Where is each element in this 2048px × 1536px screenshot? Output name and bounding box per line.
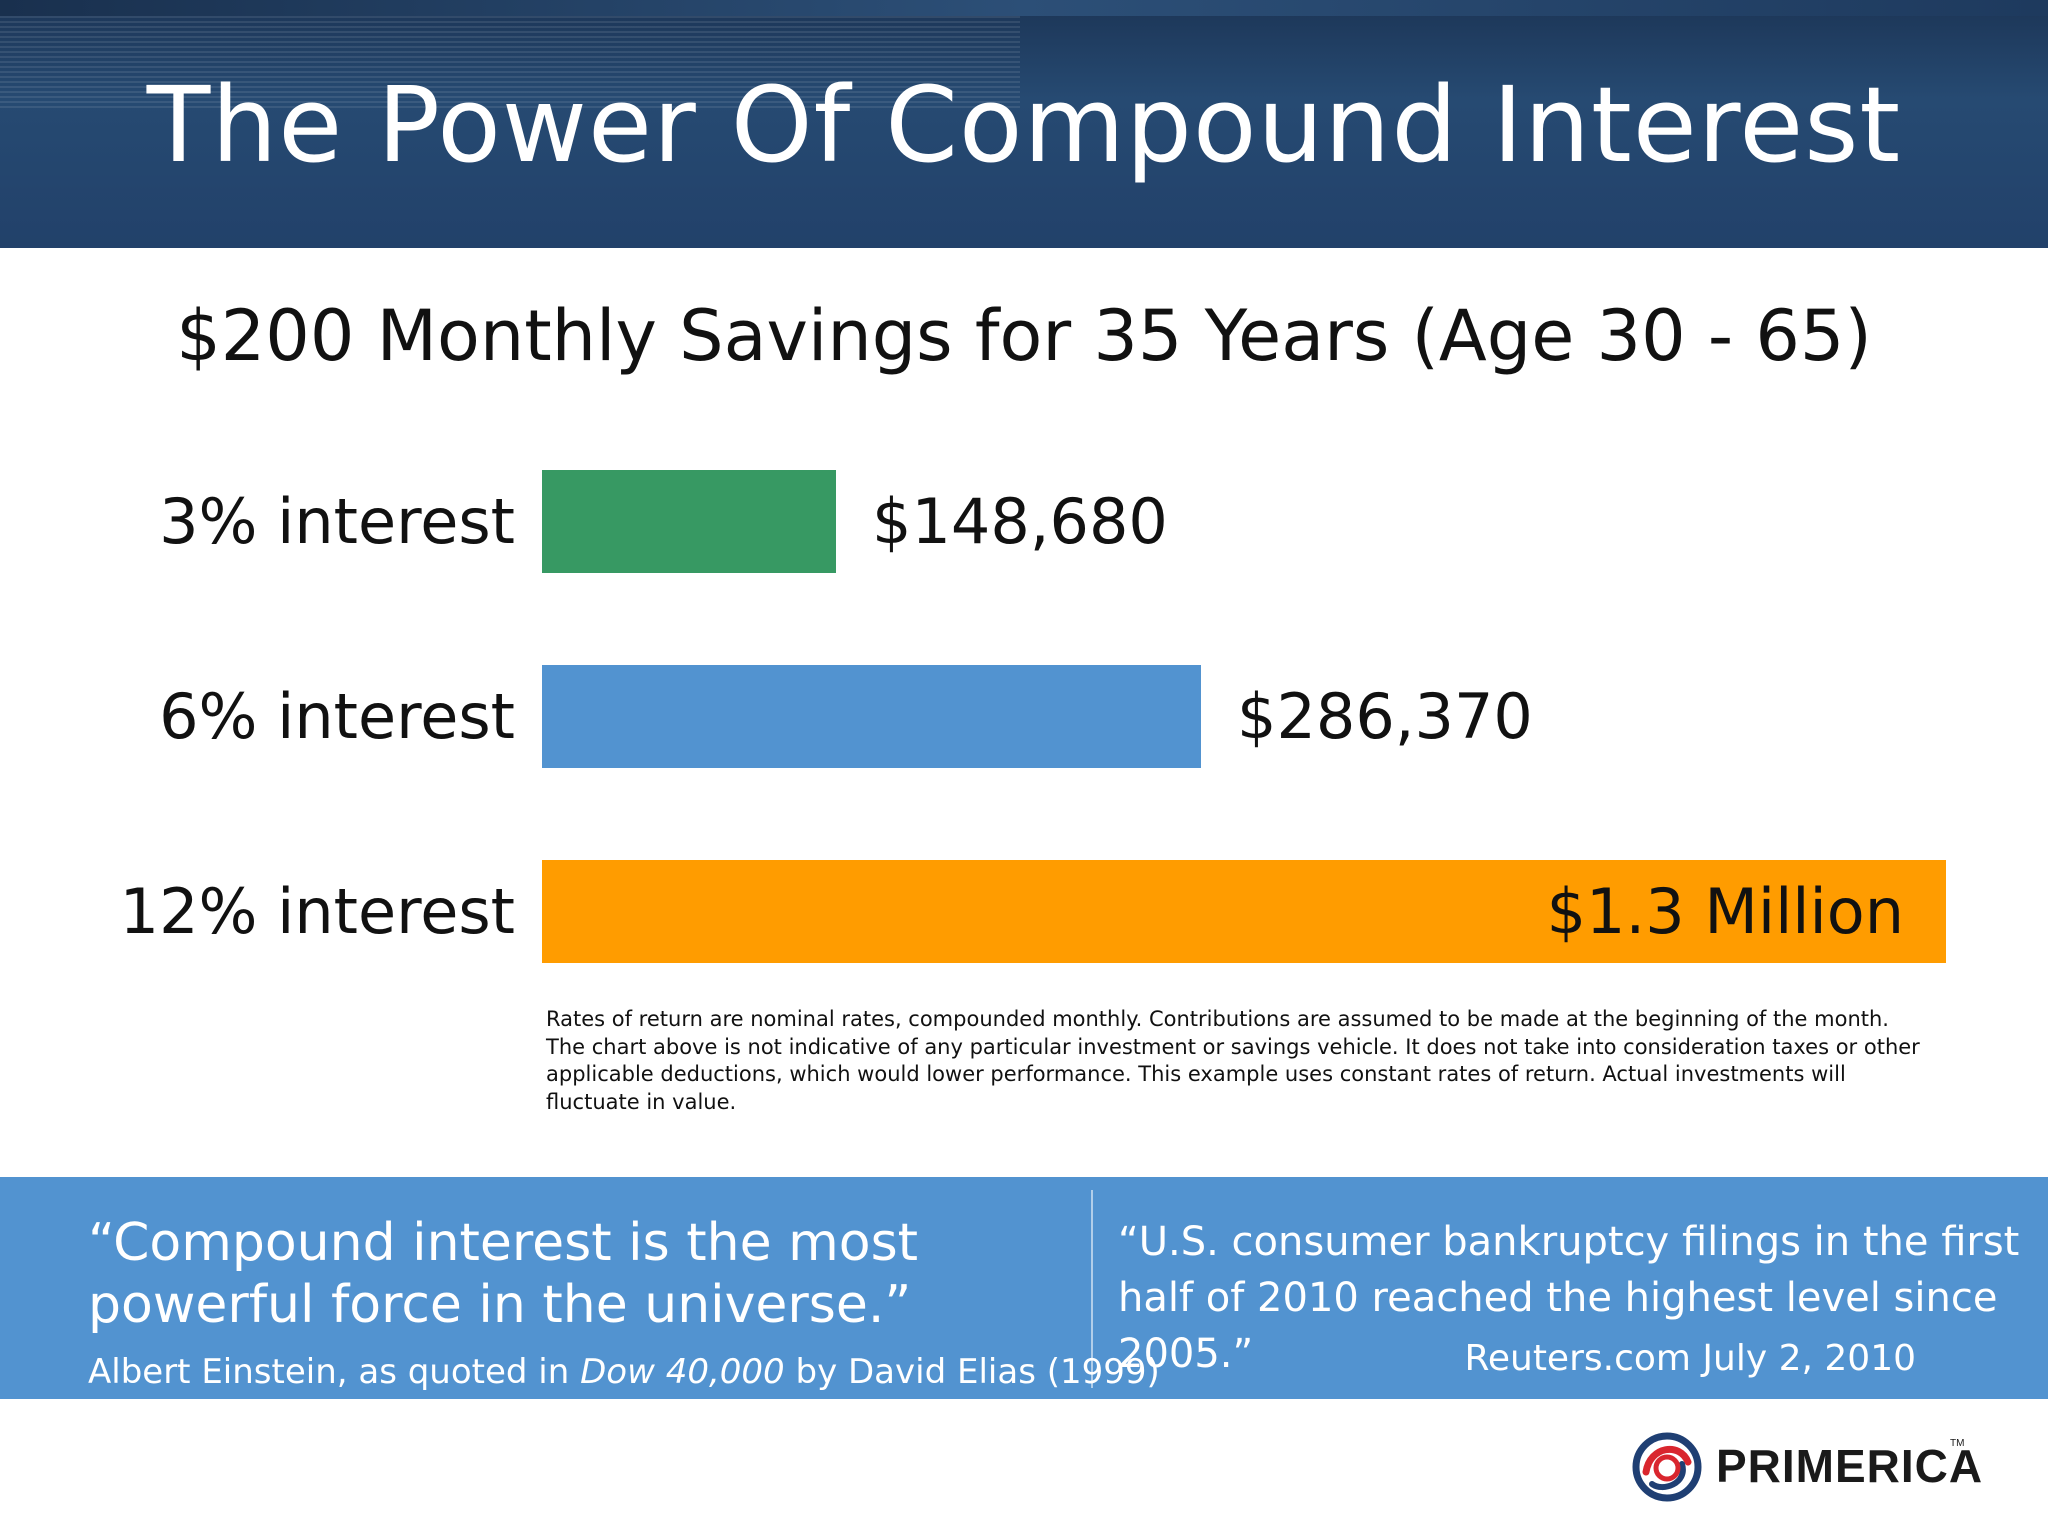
quote-divider xyxy=(1091,1190,1093,1388)
quote-band xyxy=(0,1177,2048,1399)
bar xyxy=(542,665,1201,768)
chart-title: $200 Monthly Savings for 35 Years (Age 3… xyxy=(176,295,1872,377)
einstein-quote-attribution: Albert Einstein, as quoted in Dow 40,000… xyxy=(88,1350,1160,1394)
category-label: 3% interest xyxy=(159,485,515,558)
reuters-quote: “U.S. consumer bankruptcy filings in the… xyxy=(1118,1219,2020,1377)
category-label: 6% interest xyxy=(159,680,515,753)
primerica-knot-icon xyxy=(1632,1432,1702,1502)
bar xyxy=(542,470,836,573)
primerica-logo: PRIMERICA TM xyxy=(1632,1428,1982,1504)
value-label: $286,370 xyxy=(1237,680,1533,753)
bar xyxy=(542,860,1946,963)
einstein-quote: “Compound interest is the most powerful … xyxy=(88,1213,919,1335)
page-title: The Power Of Compound Interest xyxy=(146,64,1902,186)
logo-wordmark: PRIMERICA xyxy=(1716,1440,1984,1492)
attribution-book-title: Dow 40,000 xyxy=(580,1352,785,1392)
category-label: 12% interest xyxy=(119,875,515,948)
header-top-strip xyxy=(0,0,2048,16)
reuters-quote-attribution: Reuters.com July 2, 2010 xyxy=(1464,1338,1916,1379)
header-band: The Power Of Compound Interest xyxy=(0,0,2048,248)
attribution-prefix: Albert Einstein, as quoted in xyxy=(88,1352,581,1392)
disclaimer-text: Rates of return are nominal rates, compo… xyxy=(546,1007,1920,1114)
header-stripe-pattern xyxy=(0,16,1020,108)
value-label: $1.3 Million xyxy=(1546,875,1904,948)
value-label: $148,680 xyxy=(872,485,1168,558)
logo-trademark: TM xyxy=(1950,1438,1965,1449)
attribution-suffix: by David Elias (1999) xyxy=(784,1352,1160,1392)
